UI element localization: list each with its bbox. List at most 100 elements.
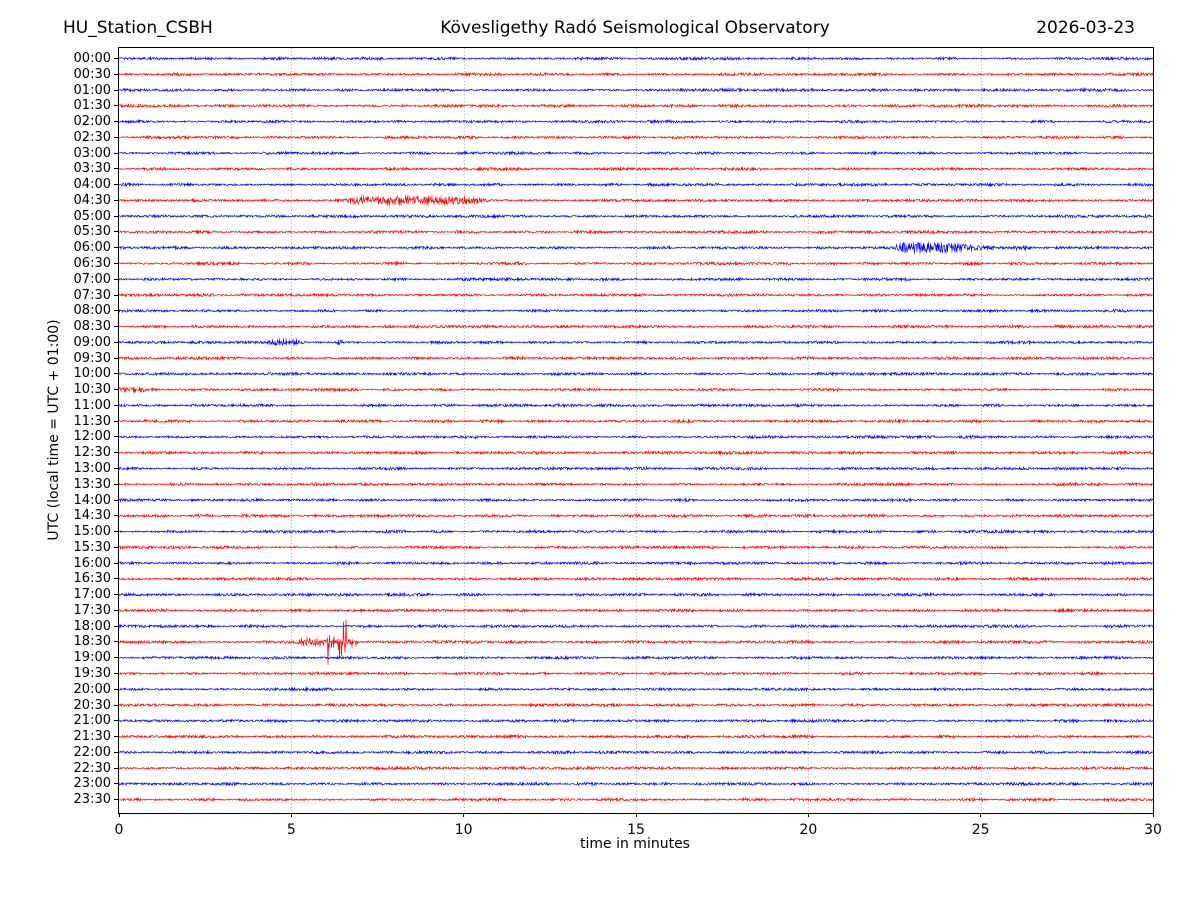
x-tick-label: 10 [454,822,473,838]
y-tick-label: 17:00 [73,587,111,603]
y-tick-label: 05:30 [73,224,111,240]
y-tick [114,373,119,375]
y-tick-label: 00:00 [73,51,111,66]
y-tick-label: 06:00 [73,240,111,256]
y-tick [114,625,119,627]
x-axis-label: time in minutes [580,836,690,852]
x-tick [807,813,809,817]
x-tick-label: 5 [286,822,296,838]
y-tick-label: 19:00 [73,650,111,666]
y-tick [114,672,119,674]
y-tick [114,688,119,690]
y-tick-label: 20:00 [73,681,111,697]
y-tick [114,199,119,201]
y-tick [114,436,119,438]
y-tick-label: 05:00 [73,208,111,224]
date-title: 2026-03-23 [1036,18,1135,38]
y-tick-label: 12:30 [73,445,111,461]
x-tick [635,813,637,817]
y-tick-label: 21:00 [73,713,111,729]
seismogram-traces-canvas [119,48,1153,813]
y-tick [114,751,119,753]
y-tick [114,767,119,769]
y-tick [114,515,119,517]
y-tick [114,578,119,580]
y-tick-label: 18:00 [73,618,111,634]
y-tick [114,420,119,422]
y-tick-label: 16:00 [73,555,111,571]
plot-area: 00:00 00:30 01:00 01:30 02:00 02:30 03:00 03:30… [74,47,1162,838]
x-tick [290,813,292,817]
x-tick [463,813,465,817]
y-tick-label: 13:30 [73,476,111,492]
y-tick-label: 02:00 [73,114,111,130]
y-tick-label: 14:00 [73,492,111,508]
y-tick [114,594,119,596]
y-tick [114,562,119,564]
y-tick [114,294,119,296]
y-tick [114,499,119,501]
y-tick-label: 11:30 [73,413,111,429]
y-tick [114,799,119,801]
y-tick-label: 08:00 [73,303,111,319]
y-tick [114,105,119,107]
y-tick [114,404,119,406]
y-tick-label: 04:30 [73,192,111,208]
y-tick [114,278,119,280]
y-tick [114,483,119,485]
y-tick [114,152,119,154]
y-tick-label: 19:30 [73,665,111,681]
y-tick [114,58,119,59]
x-tick-label: 20 [799,822,818,838]
y-tick-label: 00:30 [73,66,111,82]
y-tick-label: 01:30 [73,98,111,114]
y-tick-label: 09:30 [73,350,111,366]
x-tick [1152,813,1154,817]
y-tick-label: 15:30 [73,539,111,555]
y-tick-label: 14:30 [73,508,111,524]
y-tick-label: 15:00 [73,524,111,540]
y-tick-label: 06:30 [73,255,111,271]
y-tick-label: 22:00 [73,744,111,760]
y-tick-label: 01:00 [73,82,111,98]
y-tick-label: 03:30 [73,161,111,177]
y-tick [114,215,119,217]
y-tick [114,452,119,454]
y-tick-label: 20:30 [73,697,111,713]
y-tick [114,73,119,75]
y-tick [114,641,119,643]
y-tick-label: 18:30 [73,634,111,650]
y-tick [114,704,119,706]
y-tick [114,326,119,328]
y-tick-label: 23:30 [73,792,111,808]
observatory-title: Kövesligethy Radó Seismological Observat… [440,18,830,38]
y-tick [114,341,119,343]
y-tick-label: 04:00 [73,177,111,193]
y-tick-label: 10:30 [73,382,111,398]
y-tick-label: 11:00 [73,397,111,413]
station-title: HU_Station_CSBH [63,18,213,38]
y-tick [114,467,119,469]
y-tick [114,310,119,312]
y-tick-label: 21:30 [73,729,111,745]
y-tick-label: 07:30 [73,287,111,303]
y-tick [114,262,119,264]
y-tick [114,736,119,738]
y-tick-label: 12:00 [73,429,111,445]
y-tick [114,546,119,548]
x-tick-label: 25 [971,822,990,838]
y-tick-label: 03:00 [73,145,111,161]
y-tick [114,720,119,722]
y-tick [114,121,119,123]
y-tick [114,231,119,233]
x-tick [980,813,982,817]
x-tick [118,813,120,817]
y-tick [114,783,119,785]
y-tick [114,168,119,170]
y-tick-label: 16:30 [73,571,111,587]
x-tick-label: 30 [1144,822,1162,838]
y-tick [114,531,119,533]
x-tick-label: 0 [114,822,124,838]
y-tick [114,89,119,91]
